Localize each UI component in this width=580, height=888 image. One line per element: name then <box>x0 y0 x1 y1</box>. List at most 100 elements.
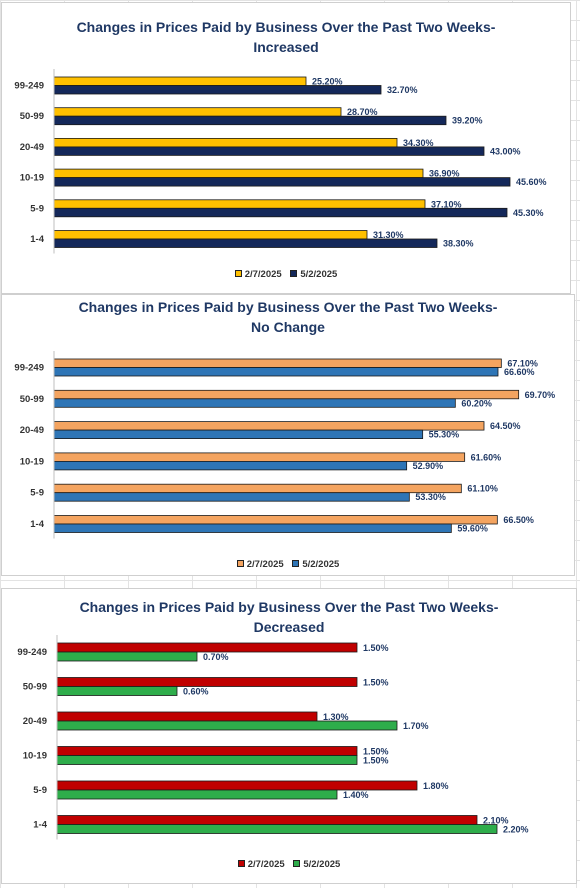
data-label: 1.50% <box>363 756 389 766</box>
data-label: 59.60% <box>457 524 488 534</box>
category-tick-label: 50-99 <box>23 682 47 693</box>
bar-series-1 <box>53 76 307 86</box>
bar-series-2 <box>53 146 485 156</box>
category-tick-label: 99-249 <box>14 363 44 374</box>
data-label: 66.60% <box>504 367 535 377</box>
data-label: 28.70% <box>347 107 378 117</box>
chart-title-line2: Decreased <box>253 619 325 635</box>
data-label: 1.80% <box>423 781 449 791</box>
data-label: 45.30% <box>513 208 544 218</box>
legend-item-series-2: 5/2/2025 <box>293 859 340 870</box>
bar-series-2 <box>56 720 398 731</box>
data-label: 64.50% <box>490 421 521 431</box>
data-label: 25.20% <box>312 77 343 87</box>
bar-series-1 <box>53 168 424 179</box>
bar-series-1 <box>53 452 466 462</box>
chart-title: Changes in Prices Paid by Business Over … <box>2 597 576 637</box>
category-tick-label: 5-9 <box>30 203 44 214</box>
legend-item-series-1: 2/7/2025 <box>236 559 284 570</box>
category-tick-label: 20-49 <box>20 425 44 436</box>
category-tick-label: 50-99 <box>20 394 44 405</box>
legend-item-series-2: 5/2/2025 <box>290 269 337 280</box>
data-label: 0.60% <box>183 687 209 697</box>
chart-legend: 2/7/2025 5/2/2025 <box>2 559 574 570</box>
data-label: 31.30% <box>373 230 404 240</box>
data-label: 38.30% <box>443 239 474 249</box>
category-tick-label: 1-4 <box>30 519 44 530</box>
data-label: 53.30% <box>415 492 446 502</box>
chart-title-line2: No Change <box>251 319 325 335</box>
data-label: 39.20% <box>452 116 483 126</box>
chart-title-line2: Increased <box>253 39 319 55</box>
data-label: 2.20% <box>503 825 529 835</box>
category-tick-label: 50-99 <box>20 111 44 122</box>
bar-series-1 <box>53 421 485 431</box>
bar-chart-no-change: 99-249 67.10%66.60% 50-99 69.70% 60.20% 20-49… <box>14 351 555 539</box>
bar-series-2 <box>53 523 452 533</box>
data-label: 1.30% <box>323 712 349 722</box>
legend-swatch <box>237 860 245 867</box>
bar-series-2 <box>53 429 424 440</box>
chart-panel-decreased: Changes in Prices Paid by Business Over … <box>1 588 577 884</box>
bar-series-1 <box>56 677 358 687</box>
data-label: 36.90% <box>429 169 460 179</box>
chart-title-line1: Changes in Prices Paid by Business Over … <box>79 599 499 615</box>
bar-series-2 <box>53 85 382 95</box>
bar-series-2 <box>56 651 198 662</box>
legend-item-series-2: 5/2/2025 <box>292 559 339 570</box>
bar-series-1 <box>53 199 426 209</box>
chart-panel-no-change: Changes in Prices Paid by Business Over … <box>1 294 575 576</box>
legend-label: 5/2/2025 <box>303 859 341 870</box>
bar-series-1 <box>53 389 520 400</box>
legend-label: 2/7/2025 <box>246 559 284 570</box>
category-tick-label: 99-249 <box>14 81 44 92</box>
bar-chart-increased: 99-249 25.20% 32.70% 50-99 28.70% 39.20% 20-49… <box>14 69 547 254</box>
data-label: 61.10% <box>467 484 498 494</box>
data-label: 34.30% <box>403 138 434 148</box>
chart-legend: 2/7/2025 5/2/2025 <box>2 859 576 870</box>
data-label: 60.20% <box>461 398 492 408</box>
bar-series-2 <box>53 460 408 471</box>
legend-label: 5/2/2025 <box>302 559 340 570</box>
data-label: 1.50% <box>363 678 389 688</box>
bar-series-2 <box>53 398 456 408</box>
bar-series-1 <box>56 711 318 722</box>
data-label: 45.60% <box>516 177 547 187</box>
data-label: 55.30% <box>429 430 460 440</box>
category-tick-label: 20-49 <box>23 716 47 727</box>
data-label: 37.10% <box>431 199 462 209</box>
legend-item-series-1: 2/7/2025 <box>237 859 285 870</box>
bar-series-1 <box>53 230 368 240</box>
data-label: 67.10% <box>507 359 538 369</box>
data-label: 32.70% <box>387 85 418 95</box>
bar-series-2 <box>53 115 447 126</box>
bar-series-2 <box>53 367 499 377</box>
legend-label: 2/7/2025 <box>244 269 282 280</box>
bar-series-1 <box>53 483 462 494</box>
bar-series-2 <box>56 755 358 765</box>
legend-label: 2/7/2025 <box>247 859 285 870</box>
data-label: 1.40% <box>343 790 369 800</box>
category-tick-label: 10-19 <box>20 173 44 184</box>
bar-series-1 <box>56 642 358 653</box>
data-label: 43.00% <box>490 146 521 156</box>
bar-series-1 <box>56 780 418 791</box>
data-label: 61.60% <box>471 452 502 462</box>
category-tick-label: 99-249 <box>17 647 47 658</box>
chart-legend: 2/7/2025 5/2/2025 <box>2 269 570 280</box>
category-tick-label: 1-4 <box>30 234 44 245</box>
bar-series-2 <box>56 789 338 800</box>
legend-label: 5/2/2025 <box>300 269 338 280</box>
bar-series-2 <box>53 238 438 248</box>
category-tick-label: 10-19 <box>23 751 47 762</box>
category-tick-label: 20-49 <box>20 142 44 153</box>
legend-swatch <box>293 860 301 867</box>
data-label: 66.50% <box>503 515 534 525</box>
category-tick-label: 5-9 <box>33 785 47 796</box>
category-tick-label: 5-9 <box>30 488 44 499</box>
bar-chart-decreased: 99-249 1.50% 0.70% 50-99 1.50% 0.60% 20-49 1.30… <box>17 635 529 840</box>
bar-series-2 <box>53 207 508 218</box>
data-label: 1.50% <box>363 747 389 757</box>
category-tick-label: 10-19 <box>20 456 44 467</box>
legend-swatch <box>290 270 298 277</box>
